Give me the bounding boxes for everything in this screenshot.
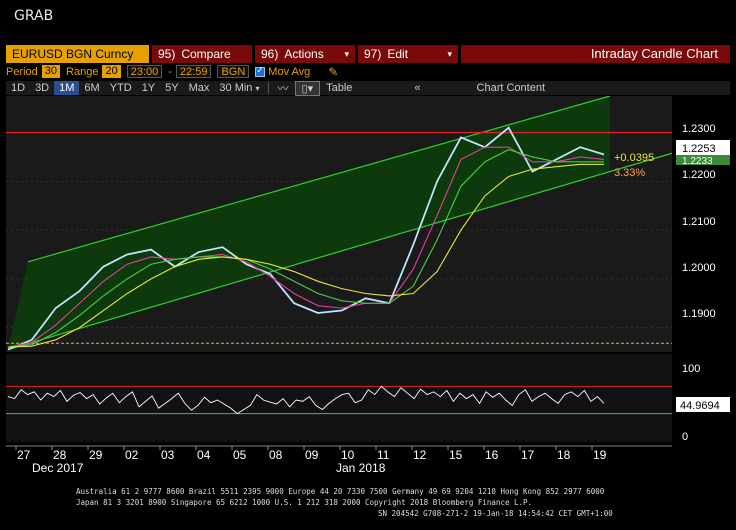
period-bar: 1D 3D 1M 6M YTD 1Y 5Y Max 30 Min ▾ 〰 ▯▾ … xyxy=(6,80,730,96)
last-price-label: 1.2253 xyxy=(682,143,716,155)
period-1m[interactable]: 1M xyxy=(54,81,80,95)
x-tick-label: 03 xyxy=(161,448,175,462)
x-tick-label: 05 xyxy=(233,448,247,462)
ma-short-line xyxy=(7,146,605,348)
footer-line-1: Australia 61 2 9777 8600 Brazil 5511 239… xyxy=(76,487,605,496)
compare-button[interactable]: 95) Compare xyxy=(152,45,252,63)
collapse-icon[interactable]: « xyxy=(414,82,421,94)
ma-long-line xyxy=(7,163,604,348)
ticker-field[interactable]: EURUSD BGN Curncy xyxy=(6,45,149,63)
oscillator-line xyxy=(7,385,605,415)
actions-button[interactable]: 96) Actions ▾ xyxy=(255,45,355,63)
time-to-field[interactable]: 22:59 xyxy=(175,65,212,78)
actions-label: Actions xyxy=(284,47,324,61)
osc-last-badge xyxy=(676,397,730,412)
channel-lower-line xyxy=(7,152,673,351)
line-chart-icon[interactable]: 〰 xyxy=(277,83,289,95)
pencil-icon[interactable]: ✎ xyxy=(328,64,339,79)
period-1y[interactable]: 1Y xyxy=(141,82,156,94)
y-tick-label: 1.2100 xyxy=(682,216,716,228)
period-max[interactable]: Max xyxy=(188,82,210,94)
channel-upper-line xyxy=(27,96,611,263)
period-field[interactable]: 30 xyxy=(41,65,61,78)
range-field[interactable]: 20 xyxy=(102,65,121,78)
footer-line-2: Japan 81 3 3201 8900 Singapore 65 6212 1… xyxy=(76,498,533,507)
chart-type-title: Intraday Candle Chart xyxy=(461,45,730,63)
settings-bar: Period 30 Range 20 23:00 - 22:59 BGN Mov… xyxy=(6,64,338,79)
month-label-jan: Jan 2018 xyxy=(336,461,386,475)
chart-area[interactable]: 1.2300 1.2200 1.2100 1.2000 1.1900 1.225… xyxy=(0,96,736,486)
period-label: Period xyxy=(6,65,38,78)
x-tick-label: 08 xyxy=(269,448,283,462)
source-field[interactable]: BGN xyxy=(217,65,250,78)
ma-value-label: 1.2233 xyxy=(682,156,713,167)
x-tick-label: 04 xyxy=(197,448,211,462)
interval-label: 30 Min xyxy=(219,82,253,94)
window-title: GRAB xyxy=(14,8,54,24)
divider xyxy=(267,82,269,94)
interval-select[interactable]: 30 Min ▾ xyxy=(214,81,264,95)
x-tick-label: 12 xyxy=(413,448,427,462)
chevron-down-icon: ▾ xyxy=(255,84,260,93)
x-tick-label: 09 xyxy=(305,448,319,462)
main-toolbar: EURUSD BGN Curncy 95) Compare 96) Actions … xyxy=(6,45,730,63)
ma-value-badge xyxy=(676,155,730,165)
mov-avg-checkbox[interactable] xyxy=(255,65,266,77)
y-tick-label: 1.1900 xyxy=(682,308,716,320)
x-tick-label: 19 xyxy=(593,448,607,462)
footer-line-3: SN 204542 G708-271-2 19-Jan-18 14:54:42 … xyxy=(378,509,613,518)
osc-tick-100: 100 xyxy=(682,363,700,375)
x-tick-label: 02 xyxy=(125,448,139,462)
oscillator-panel xyxy=(6,354,672,442)
period-1d[interactable]: 1D xyxy=(11,82,26,94)
osc-tick-0: 0 xyxy=(682,431,688,443)
x-tick-label: 27 xyxy=(17,448,31,462)
x-tick-label: 18 xyxy=(557,448,571,462)
osc-last-label: 44.9694 xyxy=(680,400,720,412)
time-dash: - xyxy=(168,65,172,78)
channel-fill xyxy=(8,96,610,350)
period-6m[interactable]: 6M xyxy=(84,82,100,94)
edit-button[interactable]: 97) Edit ▾ xyxy=(358,45,458,63)
price-line xyxy=(7,126,605,351)
y-tick-label: 1.2200 xyxy=(682,169,716,181)
candle-chart-icon[interactable]: ▯▾ xyxy=(294,80,321,96)
edit-label: Edit xyxy=(387,47,409,61)
edit-number: 97) xyxy=(364,47,382,61)
last-price-badge xyxy=(676,140,730,155)
compare-label: Compare xyxy=(181,47,231,61)
table-button[interactable]: Table xyxy=(326,82,353,94)
x-tick-label: 17 xyxy=(521,448,535,462)
period-3d[interactable]: 3D xyxy=(35,82,50,94)
ma-mid-line xyxy=(7,149,604,348)
y-tick-label: 1.2000 xyxy=(682,262,716,274)
x-tick-label: 15 xyxy=(449,448,463,462)
change-pct-label: 3.33% xyxy=(614,167,645,179)
x-tick-label: 16 xyxy=(485,448,499,462)
x-axis: 27 28 29 02 03 04 05 08 09 10 11 12 15 16 17 18 19 xyxy=(6,445,672,462)
price-layer xyxy=(6,96,673,351)
x-tick-label: 28 xyxy=(53,448,67,462)
month-label-dec: Dec 2017 xyxy=(32,461,84,475)
x-tick-label: 29 xyxy=(89,448,103,462)
time-from-field[interactable]: 23:00 xyxy=(126,65,163,78)
x-tick-label: 10 xyxy=(341,448,355,462)
range-label: Range xyxy=(66,65,99,78)
x-tick-label: 11 xyxy=(377,448,390,462)
compare-number: 95) xyxy=(158,47,176,61)
chevron-down-icon: ▾ xyxy=(447,48,452,59)
chart-content-label[interactable]: Chart Content xyxy=(476,82,545,94)
chevron-down-icon: ▾ xyxy=(344,48,349,59)
mov-avg-label: Mov Avg xyxy=(268,65,311,78)
window-titlebar: GRAB xyxy=(0,0,736,40)
period-ytd[interactable]: YTD xyxy=(109,82,132,94)
oscillator-layer xyxy=(6,385,672,415)
period-5y[interactable]: 5Y xyxy=(165,82,179,94)
y-tick-label: 1.2300 xyxy=(682,123,716,135)
actions-number: 96) xyxy=(261,47,279,61)
change-label: +0.0395 xyxy=(614,152,654,164)
